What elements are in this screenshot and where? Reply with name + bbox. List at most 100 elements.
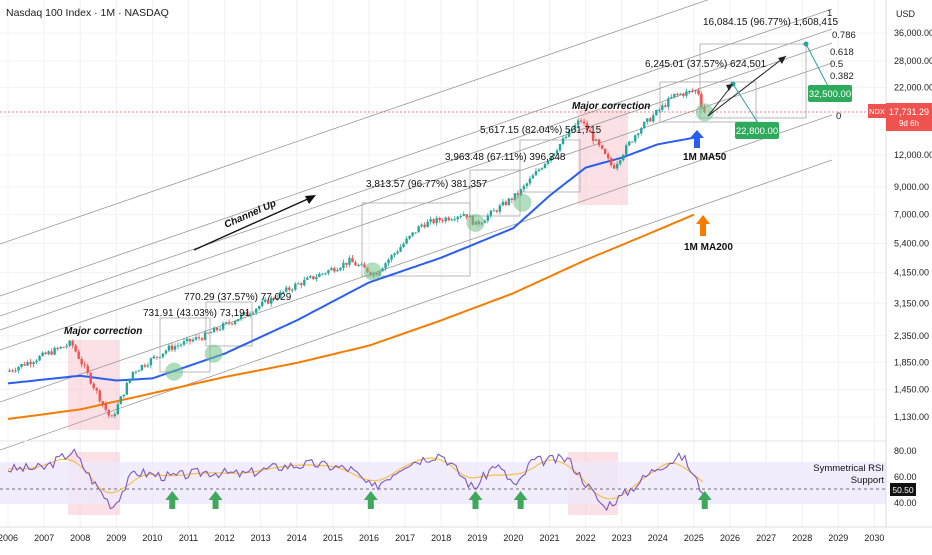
measure-box — [519, 139, 581, 193]
candle-body — [155, 356, 159, 358]
channel-line — [0, 0, 709, 245]
price-axis-tick: 1,450.00 — [894, 384, 929, 394]
candle-body — [41, 352, 44, 356]
candle-body — [579, 120, 583, 122]
countdown-value: 9d 6h — [899, 119, 919, 128]
candle-body — [128, 378, 132, 383]
candle-body — [233, 321, 237, 324]
candle-body — [239, 314, 243, 320]
candle-body — [694, 90, 697, 92]
rsi-axis-tick: 80.00 — [894, 446, 917, 456]
candle-body — [164, 350, 168, 354]
channel-line — [0, 28, 833, 317]
candle-body — [342, 262, 345, 269]
candle-body — [218, 329, 222, 331]
candle-body — [495, 210, 499, 212]
time-axis-tick: 2007 — [34, 533, 54, 543]
time-axis-tick: 2018 — [431, 533, 451, 543]
candle-body — [158, 356, 162, 358]
candle-body — [522, 186, 526, 190]
fib-label-0786: 0.786 — [832, 30, 856, 41]
candle-body — [405, 238, 408, 244]
measure-label-2020: 5,617.15 (82.04%) 561,715 — [480, 125, 602, 136]
candle-body — [321, 273, 324, 275]
candle-body — [35, 360, 38, 363]
target-line-2 — [805, 43, 831, 91]
candle-body — [291, 289, 294, 291]
candle-body — [26, 362, 29, 366]
candle-body — [618, 160, 622, 164]
candle-body — [14, 370, 17, 372]
time-axis-tick: 2020 — [503, 533, 523, 543]
candle-body — [288, 287, 291, 290]
candle-body — [564, 136, 568, 139]
candle-body — [303, 279, 306, 286]
candle-body — [224, 322, 228, 324]
candle-body — [567, 130, 571, 137]
candle-body — [628, 141, 631, 146]
measure-label-2011: 770.29 (37.57%) 77,029 — [184, 292, 292, 303]
candle-body — [212, 327, 216, 333]
candle-body — [261, 301, 264, 307]
candle-body — [552, 153, 556, 156]
candle-body — [194, 337, 198, 340]
candle-body — [534, 171, 538, 176]
support-touch-circle — [466, 213, 485, 232]
candle-body — [658, 109, 661, 111]
major-correction-2008-label: Major correction — [64, 326, 142, 337]
fib-label-0: 0 — [836, 111, 841, 122]
price-axis-tick: 1,130.00 — [894, 412, 929, 422]
support-touch-circle — [165, 362, 184, 381]
channel-up-arrow — [193, 197, 311, 251]
candle-body — [691, 90, 694, 92]
candle-body — [498, 205, 502, 212]
time-axis-tick: 2022 — [576, 533, 596, 543]
candle-body — [643, 121, 646, 129]
rsi-axis-tick: 60.00 — [894, 472, 917, 482]
candle-body — [423, 224, 426, 228]
candle-body — [221, 323, 225, 330]
candle-body — [248, 313, 252, 315]
candle-body — [197, 337, 201, 339]
candle-body — [330, 268, 333, 271]
candle-body — [161, 353, 165, 357]
rsi-up-arrow-shaft — [472, 500, 479, 509]
candle-body — [387, 259, 390, 264]
candle-body — [104, 404, 107, 410]
rsi-up-arrowhead — [697, 491, 712, 500]
candle-body — [540, 168, 544, 170]
candle-body — [300, 283, 303, 286]
candle-body — [609, 158, 613, 166]
candle-body — [11, 370, 14, 372]
candle-body — [459, 215, 462, 217]
candle-body — [62, 346, 65, 348]
candle-body — [8, 370, 11, 372]
time-axis-tick: 2012 — [215, 533, 235, 543]
time-axis-tick: 2019 — [467, 533, 487, 543]
candle-body — [206, 332, 210, 334]
fib-label-1: 1 — [827, 8, 832, 19]
candle-body — [582, 121, 586, 124]
time-axis-tick: 2014 — [287, 533, 307, 543]
candle-body — [640, 128, 643, 134]
candle-body — [667, 98, 670, 107]
candle-body — [354, 262, 357, 266]
candle-body — [137, 370, 141, 372]
price-axis-bg — [886, 0, 932, 550]
channel-line — [0, 159, 833, 451]
time-axis-tick: 2008 — [70, 533, 90, 543]
candle-body — [655, 110, 658, 116]
time-axis-tick: 2030 — [864, 533, 884, 543]
candle-body — [489, 210, 493, 216]
candle-body — [606, 154, 610, 159]
candle-body — [519, 189, 523, 196]
candle-body — [95, 388, 98, 391]
candle-body — [510, 198, 514, 201]
candle-body — [77, 351, 80, 359]
candle-body — [456, 216, 459, 220]
ticker-badge — [868, 104, 886, 118]
time-axis-tick: 2025 — [684, 533, 704, 543]
price-axis-tick: 1,850.00 — [894, 357, 929, 367]
candle-body — [420, 224, 423, 227]
candle-body — [381, 268, 384, 272]
